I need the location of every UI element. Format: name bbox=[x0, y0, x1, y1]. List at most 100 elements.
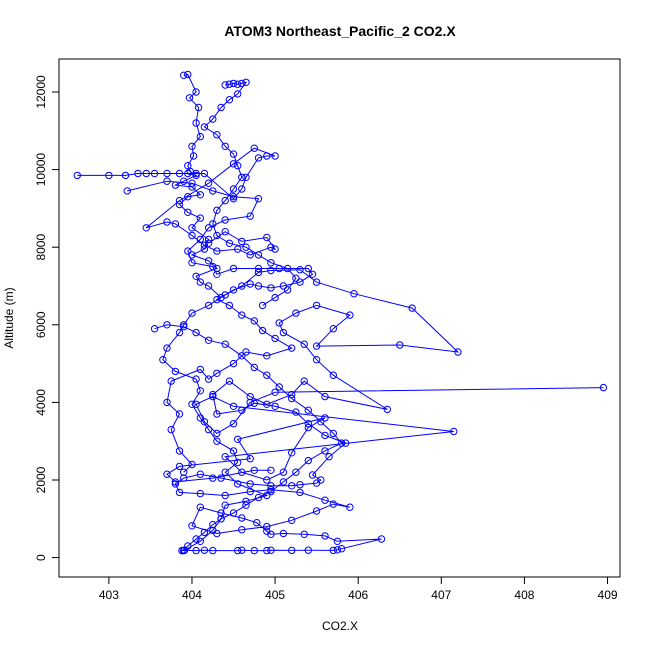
data-point bbox=[312, 278, 321, 286]
data-point bbox=[229, 79, 238, 88]
data-point bbox=[246, 398, 254, 407]
data-point bbox=[188, 259, 196, 267]
data-point bbox=[312, 301, 321, 310]
data-point bbox=[246, 251, 254, 259]
data-point bbox=[204, 179, 213, 187]
data-point bbox=[180, 321, 188, 329]
data-point bbox=[188, 231, 196, 240]
data-point bbox=[175, 196, 184, 205]
data-point bbox=[246, 280, 254, 288]
data-point bbox=[180, 71, 188, 80]
data-point bbox=[229, 264, 238, 273]
data-point bbox=[217, 293, 225, 302]
data-point bbox=[175, 488, 184, 497]
data-point bbox=[150, 325, 159, 333]
data-point bbox=[213, 131, 221, 139]
data-point bbox=[599, 383, 608, 392]
data-point bbox=[283, 264, 292, 273]
data-point bbox=[377, 535, 386, 543]
plot-frame bbox=[58, 58, 621, 578]
data-point bbox=[246, 455, 254, 463]
x-tick-label: 404 bbox=[182, 588, 202, 602]
data-point bbox=[288, 449, 296, 457]
data-point bbox=[304, 264, 312, 273]
data-point bbox=[188, 179, 196, 187]
x-axis: 403 404 405 406 407 408 409 bbox=[99, 576, 618, 602]
data-point bbox=[263, 233, 271, 242]
data-point bbox=[254, 282, 263, 290]
data-point bbox=[304, 456, 312, 465]
data-point bbox=[121, 171, 130, 180]
data-point bbox=[73, 171, 82, 180]
data-point bbox=[238, 311, 246, 319]
y-axis-label: Altitude (m) bbox=[2, 287, 16, 348]
data-point bbox=[213, 429, 221, 438]
y-tick-label: 6000 bbox=[34, 311, 48, 338]
data-point bbox=[321, 431, 329, 440]
data-point bbox=[396, 341, 404, 349]
data-point bbox=[250, 399, 259, 407]
data-point bbox=[258, 326, 267, 335]
data-point bbox=[196, 214, 205, 222]
data-point bbox=[105, 171, 113, 180]
data-point bbox=[329, 500, 337, 508]
data-point bbox=[308, 471, 317, 479]
data-point bbox=[263, 352, 271, 360]
data-point bbox=[204, 336, 213, 344]
data-point bbox=[204, 224, 213, 232]
data-point bbox=[213, 270, 221, 278]
data-point bbox=[337, 545, 346, 553]
data-point bbox=[229, 150, 238, 158]
data-point bbox=[250, 363, 259, 372]
data-point bbox=[229, 185, 238, 193]
y-tick-label: 0 bbox=[34, 554, 48, 561]
data-point bbox=[288, 394, 296, 403]
data-point bbox=[283, 286, 292, 294]
data-point bbox=[163, 344, 171, 352]
data-point bbox=[209, 520, 217, 529]
data-point bbox=[234, 546, 242, 555]
data-point bbox=[178, 546, 186, 555]
data-point bbox=[171, 367, 180, 376]
data-point bbox=[271, 245, 279, 253]
data-point bbox=[167, 377, 175, 385]
data-point bbox=[234, 458, 242, 467]
data-point bbox=[238, 237, 246, 246]
data-point bbox=[213, 206, 221, 215]
data-point bbox=[292, 408, 300, 416]
data-point bbox=[192, 328, 200, 337]
data-point bbox=[234, 435, 242, 443]
x-tick-label: 403 bbox=[99, 588, 119, 602]
data-point bbox=[333, 537, 342, 545]
data-point bbox=[171, 480, 180, 488]
data-point bbox=[242, 173, 250, 182]
data-point bbox=[225, 80, 234, 88]
data-point bbox=[221, 340, 229, 348]
data-point bbox=[175, 328, 184, 337]
data-point bbox=[279, 328, 288, 337]
data-point bbox=[275, 383, 283, 391]
data-point bbox=[238, 173, 246, 182]
data-point bbox=[288, 546, 296, 555]
x-tick-label: 407 bbox=[431, 588, 451, 602]
data-point bbox=[346, 503, 354, 511]
data-point bbox=[254, 268, 263, 277]
y-tick-label: 2000 bbox=[34, 466, 48, 493]
data-point bbox=[271, 293, 279, 302]
data-point bbox=[329, 371, 337, 379]
data-point bbox=[308, 270, 317, 278]
data-point bbox=[321, 532, 329, 540]
data-point bbox=[180, 323, 188, 331]
data-point bbox=[267, 266, 275, 275]
data-point bbox=[175, 200, 184, 209]
data-point bbox=[204, 257, 213, 265]
data-point bbox=[254, 251, 263, 259]
data-point bbox=[267, 284, 275, 292]
data-point bbox=[229, 286, 238, 294]
data-point bbox=[300, 530, 308, 538]
data-point bbox=[250, 546, 259, 555]
data-point bbox=[192, 171, 200, 180]
data-point bbox=[408, 304, 416, 312]
data-point bbox=[180, 177, 188, 185]
